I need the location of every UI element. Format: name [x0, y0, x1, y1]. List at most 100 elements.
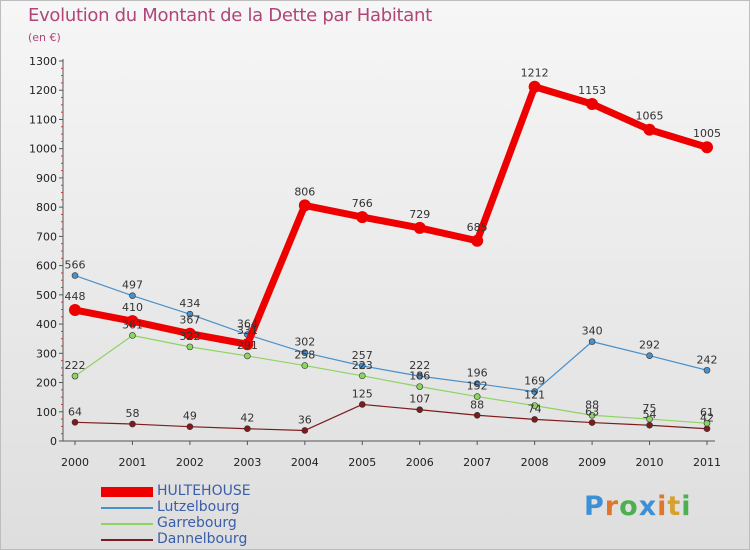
series-line-garrebourg: [74, 334, 708, 424]
series-point-lutzelbourg: [531, 388, 538, 395]
logo-letter: r: [604, 491, 620, 522]
series-point-hultehouse: [126, 315, 139, 328]
proxiti-logo: Proxiti: [584, 491, 692, 522]
x-tick-label: 2001: [118, 456, 146, 469]
series-point-dannelbourg: [244, 425, 251, 433]
data-label-hultehouse: 331: [237, 324, 258, 337]
y-tick-label: 900: [36, 172, 57, 185]
series-point-lutzelbourg: [186, 310, 194, 318]
data-label-garrebourg: 291: [237, 339, 258, 352]
data-label-lutzelbourg: 292: [639, 339, 660, 352]
data-label-hultehouse: 766: [352, 197, 373, 210]
data-labels: 448 410 367 331 806 766 729 685 1212 1153 1065 1005…: [65, 67, 722, 427]
y-tick-label: 1100: [29, 113, 57, 126]
data-label-hultehouse: 1005: [693, 127, 721, 140]
series-point-garrebourg: [244, 352, 251, 360]
x-tick-label: 2007: [463, 456, 491, 469]
series-point-lutzelbourg: [703, 366, 711, 374]
data-label-garrebourg: 258: [294, 349, 315, 362]
data-label-lutzelbourg: 497: [122, 279, 143, 292]
series-point-dannelbourg: [703, 425, 711, 433]
series-point-hultehouse: [298, 199, 311, 212]
data-label-lutzelbourg: 434: [179, 297, 200, 310]
series-point-hultehouse: [528, 80, 541, 93]
series-point-garrebourg: [71, 372, 79, 380]
logo-letter: t: [667, 491, 682, 522]
data-label-garrebourg: 361: [122, 318, 143, 331]
series-point-garrebourg: [358, 372, 366, 380]
series-point-garrebourg: [646, 415, 653, 423]
series-point-hultehouse: [586, 97, 599, 110]
series-line-lutzelbourg: [74, 274, 708, 393]
data-label-dannelbourg: 125: [352, 387, 373, 400]
series-point-hultehouse: [701, 141, 713, 154]
y-tick-label: 700: [36, 230, 57, 243]
series-line-dannelbourg: [74, 403, 708, 432]
series-point-hultehouse: [413, 221, 426, 234]
data-label-garrebourg: 322: [179, 330, 200, 343]
x-tick-label: 2011: [693, 456, 721, 469]
data-label-hultehouse: 410: [122, 301, 143, 314]
data-label-lutzelbourg: 222: [409, 359, 430, 372]
series-point-dannelbourg: [473, 411, 481, 419]
data-label-dannelbourg: 42: [240, 412, 254, 425]
series-point-dannelbourg: [186, 423, 194, 430]
data-label-dannelbourg: 58: [125, 407, 139, 420]
x-tick-label: 2002: [176, 456, 204, 469]
series-point-lutzelbourg: [646, 352, 653, 359]
data-label-dannelbourg: 64: [68, 405, 82, 418]
y-tick-label: 0: [50, 435, 57, 448]
data-label-dannelbourg: 74: [528, 402, 542, 415]
series-line-hultehouse: [71, 83, 711, 348]
chart-unit: (en €): [28, 31, 61, 44]
data-label-dannelbourg: 107: [409, 393, 430, 406]
data-label-hultehouse: 806: [294, 185, 315, 198]
data-label-garrebourg: 186: [409, 370, 430, 383]
x-tick-label: 2004: [291, 456, 319, 469]
series-point-garrebourg: [301, 362, 309, 369]
y-tick-label: 400: [36, 318, 57, 331]
data-label-hultehouse: 1153: [578, 84, 606, 97]
data-label-garrebourg: 121: [524, 389, 545, 402]
series-point-dannelbourg: [588, 419, 596, 426]
series-point-lutzelbourg: [358, 362, 366, 370]
data-label-hultehouse: 685: [467, 221, 488, 234]
data-label-dannelbourg: 49: [183, 410, 197, 423]
series-point-garrebourg: [703, 419, 711, 427]
logo-letter: P: [584, 491, 605, 522]
data-label-lutzelbourg: 364: [237, 318, 258, 331]
logo-letter: i: [657, 491, 668, 522]
y-tick-label: 1200: [29, 84, 57, 97]
legend-label-garrebourg: Garrebourg: [157, 515, 237, 531]
data-label-hultehouse: 1065: [636, 110, 664, 123]
data-label-hultehouse: 729: [409, 208, 430, 221]
series-point-dannelbourg: [646, 421, 653, 429]
data-label-lutzelbourg: 169: [524, 375, 545, 388]
logo-letter: i: [681, 491, 692, 522]
series-point-garrebourg: [129, 332, 136, 339]
legend-label-dannelbourg: Dannelbourg: [157, 531, 248, 547]
series-point-dannelbourg: [416, 406, 424, 414]
data-label-lutzelbourg: 302: [294, 336, 315, 349]
series-point-lutzelbourg: [473, 380, 481, 388]
logo-letter: x: [638, 491, 658, 522]
series-point-hultehouse: [183, 327, 196, 340]
data-label-dannelbourg: 88: [470, 398, 484, 411]
x-tick-label: 2000: [61, 456, 89, 469]
series-point-hultehouse: [241, 338, 254, 351]
data-label-dannelbourg: 63: [585, 406, 599, 419]
y-tick-label: 200: [36, 377, 57, 390]
y-tick-label: 600: [36, 260, 57, 273]
x-tick-label: 2003: [233, 456, 261, 469]
series-point-lutzelbourg: [416, 372, 424, 380]
data-label-hultehouse: 1212: [521, 67, 549, 80]
series-point-dannelbourg: [71, 418, 79, 426]
legend-label-hultehouse: HULTEHOUSE: [157, 483, 251, 499]
data-label-garrebourg: 152: [467, 380, 488, 393]
x-tick-label: 2010: [636, 456, 664, 469]
series-point-dannelbourg: [129, 420, 136, 428]
data-label-dannelbourg: 36: [298, 413, 312, 426]
data-label-garrebourg: 222: [65, 359, 86, 372]
y-tick-label: 500: [36, 289, 57, 302]
